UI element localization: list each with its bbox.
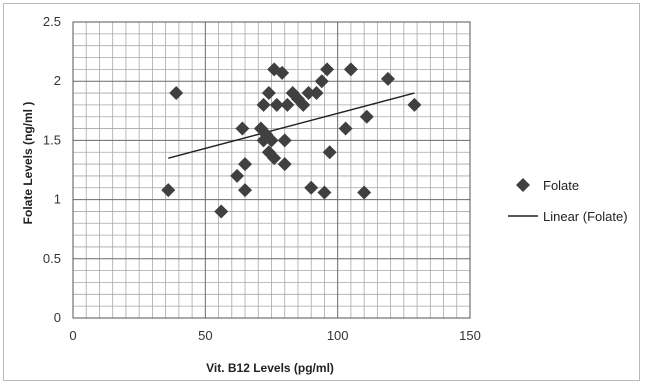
data-point — [238, 157, 253, 172]
data-point — [214, 204, 229, 219]
data-point — [338, 121, 353, 136]
data-point — [169, 86, 184, 101]
y-tick-label: 1.5 — [43, 132, 61, 147]
data-point — [269, 97, 284, 112]
major-gridlines — [73, 22, 470, 318]
y-tick-label: 2 — [54, 73, 61, 88]
x-tick-label: 0 — [69, 328, 76, 343]
data-point — [407, 97, 422, 112]
data-point — [161, 183, 176, 198]
data-point — [304, 180, 319, 195]
data-point — [357, 185, 372, 200]
x-axis-ticks: 0 50 100 150 — [69, 328, 480, 343]
data-point — [277, 133, 292, 148]
legend-label-folate: Folate — [543, 178, 579, 193]
data-point — [267, 151, 282, 166]
x-tick-label: 150 — [459, 328, 481, 343]
legend: Folate Linear (Folate) — [508, 178, 628, 224]
data-point — [261, 86, 276, 101]
data-point — [309, 86, 324, 101]
legend-label-linear: Linear (Folate) — [543, 209, 628, 224]
x-axis-title: Vit. B12 Levels (pg/ml) — [206, 361, 334, 375]
data-point — [320, 62, 335, 77]
y-axis-title: Folate Levels (ng/ml ) — [21, 102, 35, 225]
trendline — [168, 92, 415, 159]
data-point — [301, 86, 316, 101]
y-tick-label: 0.5 — [43, 251, 61, 266]
data-point — [280, 97, 295, 112]
data-point — [264, 133, 279, 148]
x-tick-label: 50 — [198, 328, 212, 343]
y-tick-label: 0 — [54, 310, 61, 325]
data-points — [161, 62, 422, 219]
x-tick-label: 100 — [327, 328, 349, 343]
data-point — [296, 97, 311, 112]
legend-marker-folate — [516, 178, 530, 192]
data-point — [275, 65, 290, 80]
data-point — [277, 157, 292, 172]
data-point — [317, 185, 332, 200]
data-point — [314, 74, 329, 89]
data-point — [256, 97, 271, 112]
trendline-group — [168, 92, 415, 159]
data-point — [235, 121, 250, 136]
data-point — [238, 183, 253, 198]
y-tick-label: 2.5 — [43, 14, 61, 29]
data-point — [359, 109, 374, 124]
y-axis-ticks: 0 0.5 1 1.5 2 2.5 — [43, 14, 61, 325]
data-point — [343, 62, 358, 77]
data-point — [322, 145, 337, 160]
y-tick-label: 1 — [54, 192, 61, 207]
plot-area — [72, 21, 471, 319]
data-point — [230, 168, 245, 183]
data-point — [380, 71, 395, 86]
